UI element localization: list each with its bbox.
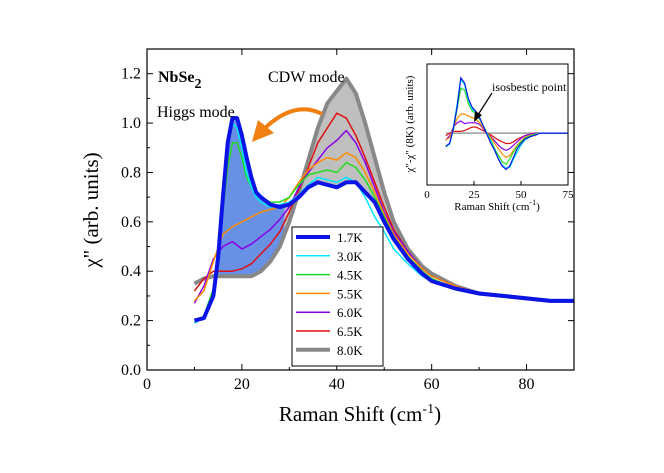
legend-label-8-0k: 8.0K xyxy=(337,343,363,358)
inset-series-line-4-5k xyxy=(445,87,568,166)
cdw-to-higgs-arrow xyxy=(263,107,323,130)
inset-x-tick-label: 50 xyxy=(516,189,528,201)
material-label: NbSe2 xyxy=(158,69,201,92)
y-ticks: 0.0 0.2 0.4 0.6 0.8 1.0 1.2 xyxy=(121,48,574,379)
inset-series-line-1-7k xyxy=(445,76,568,171)
series-lines xyxy=(193,76,574,324)
series-line-1-7k xyxy=(193,116,574,323)
y-tick-label: 1.2 xyxy=(121,66,141,83)
cdw-to-higgs-arrowhead xyxy=(252,120,274,142)
y-tick-label: 0.6 xyxy=(121,214,141,231)
x-tick-label: 20 xyxy=(234,376,250,393)
main-axes: 0 20 40 60 80 0.0 0.2 0.4 0.6 0.8 1.0 1.2 xyxy=(121,48,575,393)
x-tick-label: 60 xyxy=(424,376,440,393)
isosbestic-arrow-head xyxy=(474,111,482,122)
x-tick-label: 0 xyxy=(143,376,151,393)
y-tick-label: 1.0 xyxy=(121,115,141,132)
legend-box xyxy=(291,226,384,367)
legend-label-1-7k: 1.7K xyxy=(337,230,363,245)
inset-x-tick-label: 0 xyxy=(424,189,430,201)
cdw-mode-label: CDW mode xyxy=(268,69,345,86)
legend-label-4-5k: 4.5K xyxy=(337,268,363,283)
legend-label-6-0k: 6.0K xyxy=(337,305,363,320)
difference-fills xyxy=(213,78,408,296)
isosbestic-point-label: isosbestic point xyxy=(492,80,567,94)
x-ticks: 0 20 40 60 80 xyxy=(143,49,535,393)
legend-label-5-5k: 5.5K xyxy=(337,286,363,301)
y-tick-label: 0.8 xyxy=(121,164,141,181)
y-tick-label: 0.4 xyxy=(121,263,141,280)
inset-chart: 0 25 50 75 Raman Shift (cm-1) χ"-χ" (8K) (a… xyxy=(404,63,574,213)
x-tick-label: 80 xyxy=(519,376,535,393)
inset-background xyxy=(427,64,568,185)
inset-x-tick-label: 75 xyxy=(563,189,575,201)
inset-frame xyxy=(426,63,569,186)
legend-label-6-5k: 6.5K xyxy=(337,324,363,339)
inset-series-line-6-0k xyxy=(445,120,568,152)
plot-frame xyxy=(146,48,575,371)
inset-series-lines xyxy=(445,76,568,171)
cdw-difference-fill xyxy=(284,78,408,259)
x-tick-label: 40 xyxy=(329,376,345,393)
inset-x-ticks: 0 25 50 75 xyxy=(424,181,574,201)
legend: 1.7K 3.0K 4.5K 5.5K 6.0K 6.5K 8.0K xyxy=(291,226,384,367)
legend-label-3-0k: 3.0K xyxy=(337,249,363,264)
x-axis-title: Raman Shift (cm-1) xyxy=(279,402,441,426)
inset-x-tick-label: 25 xyxy=(469,189,481,201)
higgs-difference-fill xyxy=(213,118,285,296)
y-axis-title: χ" (arb. units) xyxy=(79,152,103,268)
y-tick-label: 0.2 xyxy=(121,313,141,330)
inset-y-axis-title: χ"-χ" (8K) (arb. units) xyxy=(404,75,416,173)
y-tick-label: 0.0 xyxy=(121,362,141,379)
higgs-mode-label: Higgs mode xyxy=(157,104,235,121)
inset-x-axis-title: Raman Shift (cm-1) xyxy=(454,198,540,213)
